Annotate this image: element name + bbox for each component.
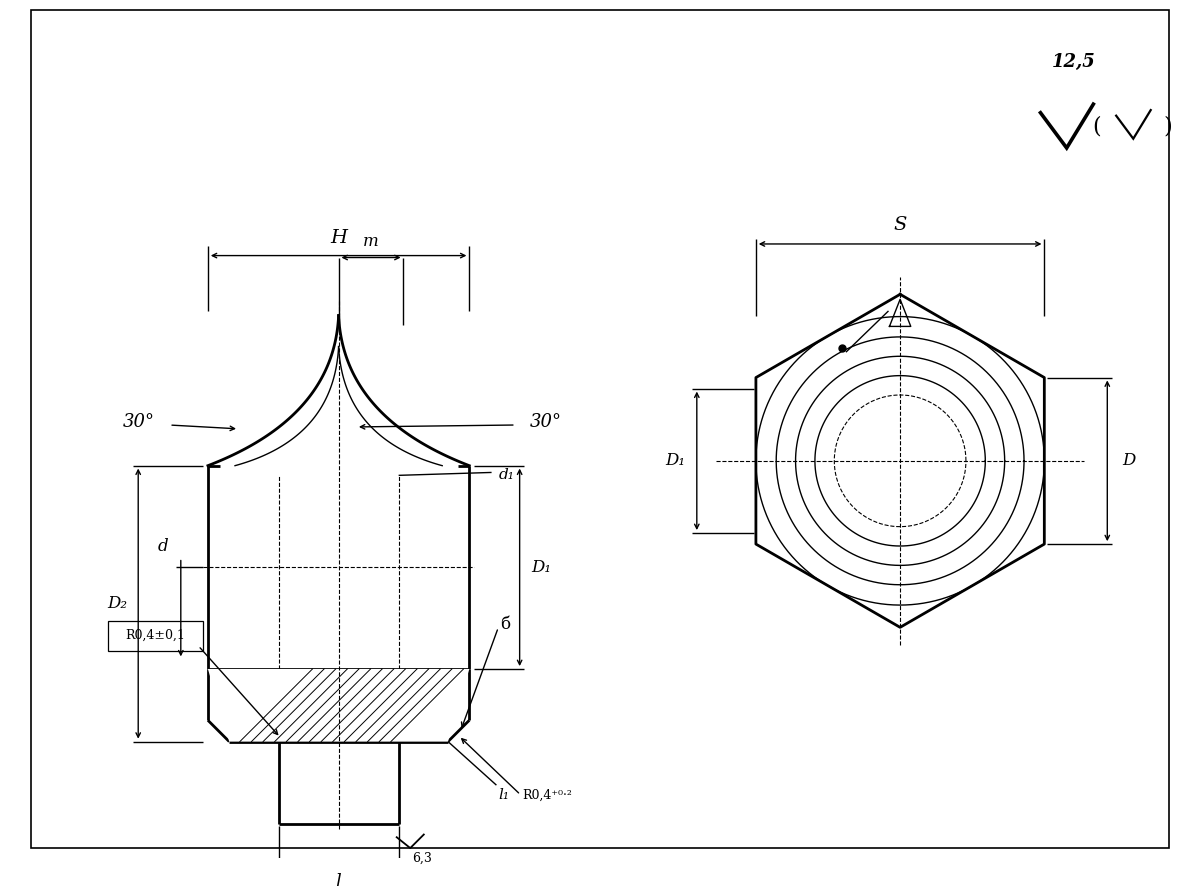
Text: (: ( (1092, 116, 1102, 138)
Polygon shape (208, 669, 469, 742)
Text: H: H (330, 229, 347, 247)
Text: R0,4⁺⁰·²: R0,4⁺⁰·² (522, 789, 572, 801)
Text: D: D (1122, 453, 1135, 470)
Text: R0,4±0,1: R0,4±0,1 (126, 629, 186, 642)
Text: 12,5: 12,5 (1052, 52, 1096, 71)
Text: 6,3: 6,3 (412, 852, 432, 865)
Text: 30°: 30° (529, 413, 562, 431)
Text: б: б (500, 616, 510, 633)
Text: d₁: d₁ (498, 469, 515, 482)
Text: D₁: D₁ (666, 453, 685, 470)
Text: ): ) (1164, 116, 1172, 138)
Text: l: l (336, 873, 342, 886)
Text: l₁: l₁ (498, 788, 509, 802)
Text: m: m (364, 232, 379, 250)
Text: D₂: D₂ (107, 595, 127, 612)
Text: S: S (894, 215, 907, 234)
Text: 30°: 30° (122, 413, 155, 431)
Text: d: d (158, 538, 169, 555)
Text: D₁: D₁ (530, 559, 551, 576)
